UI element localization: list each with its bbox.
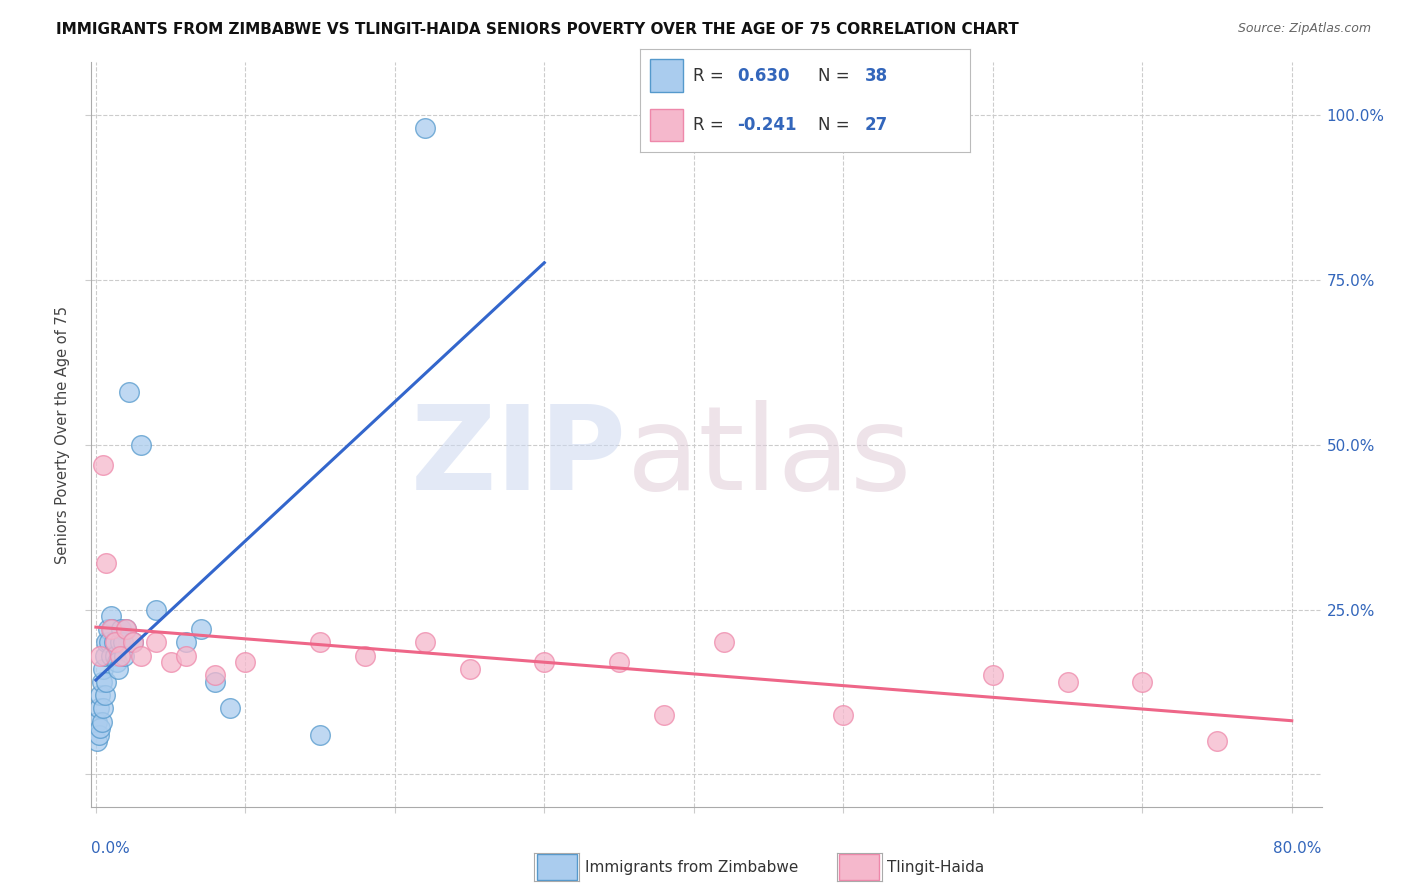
Text: R =: R = xyxy=(693,116,728,134)
Point xyxy=(104,635,127,649)
Text: 38: 38 xyxy=(865,67,887,85)
Text: atlas: atlas xyxy=(627,400,912,515)
Point xyxy=(145,602,167,616)
Bar xyxy=(650,59,683,92)
Text: 27: 27 xyxy=(865,116,887,134)
Text: N =: N = xyxy=(818,67,855,85)
Point xyxy=(713,635,735,649)
Point xyxy=(89,721,111,735)
Point xyxy=(309,635,332,649)
Point xyxy=(159,655,181,669)
Point xyxy=(1206,734,1229,748)
Point xyxy=(114,622,136,636)
Point xyxy=(1056,675,1078,690)
Text: Source: ZipAtlas.com: Source: ZipAtlas.com xyxy=(1237,22,1371,36)
Point xyxy=(86,734,108,748)
Text: Immigrants from Zimbabwe: Immigrants from Zimbabwe xyxy=(585,860,799,874)
Point xyxy=(101,622,124,636)
Point xyxy=(87,701,110,715)
Point xyxy=(122,635,145,649)
Point xyxy=(190,622,212,636)
Point xyxy=(204,668,226,682)
Point xyxy=(129,438,152,452)
Point xyxy=(107,662,129,676)
Point xyxy=(114,622,136,636)
Bar xyxy=(650,109,683,141)
Point xyxy=(129,648,152,663)
Point xyxy=(607,655,630,669)
Point xyxy=(145,635,167,649)
Point xyxy=(93,701,115,715)
Point xyxy=(94,648,117,663)
Point xyxy=(105,655,128,669)
Point xyxy=(108,648,131,663)
Point xyxy=(1130,675,1153,690)
Point xyxy=(90,714,112,729)
Text: ZIP: ZIP xyxy=(411,400,627,515)
Point xyxy=(219,701,242,715)
Point xyxy=(104,648,127,663)
Point xyxy=(458,662,481,676)
Text: 80.0%: 80.0% xyxy=(1274,841,1322,855)
Point xyxy=(413,121,436,136)
Point xyxy=(309,728,332,742)
Text: 0.0%: 0.0% xyxy=(91,841,131,855)
Point xyxy=(111,635,134,649)
Point xyxy=(100,622,122,636)
Point xyxy=(98,635,121,649)
Text: -0.241: -0.241 xyxy=(737,116,797,134)
Point xyxy=(108,635,131,649)
Point xyxy=(87,728,110,742)
Point xyxy=(93,662,115,676)
Point xyxy=(533,655,555,669)
Text: R =: R = xyxy=(693,67,728,85)
Point xyxy=(112,648,135,663)
Point xyxy=(86,714,108,729)
Point xyxy=(89,648,111,663)
Point xyxy=(235,655,257,669)
Point xyxy=(204,675,226,690)
Point xyxy=(96,557,118,571)
Point xyxy=(97,622,120,636)
Point xyxy=(413,635,436,649)
Point xyxy=(110,622,132,636)
Point xyxy=(354,648,377,663)
Point xyxy=(174,648,197,663)
Point xyxy=(174,635,197,649)
Point xyxy=(981,668,1004,682)
Point xyxy=(652,708,675,723)
Point xyxy=(100,609,122,624)
Text: N =: N = xyxy=(818,116,855,134)
Point xyxy=(122,635,145,649)
Point xyxy=(96,675,118,690)
Text: Tlingit-Haida: Tlingit-Haida xyxy=(887,860,984,874)
Point xyxy=(93,458,115,472)
Point xyxy=(832,708,855,723)
Point xyxy=(89,688,111,702)
Point xyxy=(100,648,122,663)
Point xyxy=(118,384,141,399)
Point xyxy=(96,635,118,649)
Point xyxy=(90,675,112,690)
Text: IMMIGRANTS FROM ZIMBABWE VS TLINGIT-HAIDA SENIORS POVERTY OVER THE AGE OF 75 COR: IMMIGRANTS FROM ZIMBABWE VS TLINGIT-HAID… xyxy=(56,22,1019,37)
Point xyxy=(94,688,117,702)
Y-axis label: Seniors Poverty Over the Age of 75: Seniors Poverty Over the Age of 75 xyxy=(55,306,70,564)
Point xyxy=(103,635,125,649)
Text: 0.630: 0.630 xyxy=(737,67,790,85)
